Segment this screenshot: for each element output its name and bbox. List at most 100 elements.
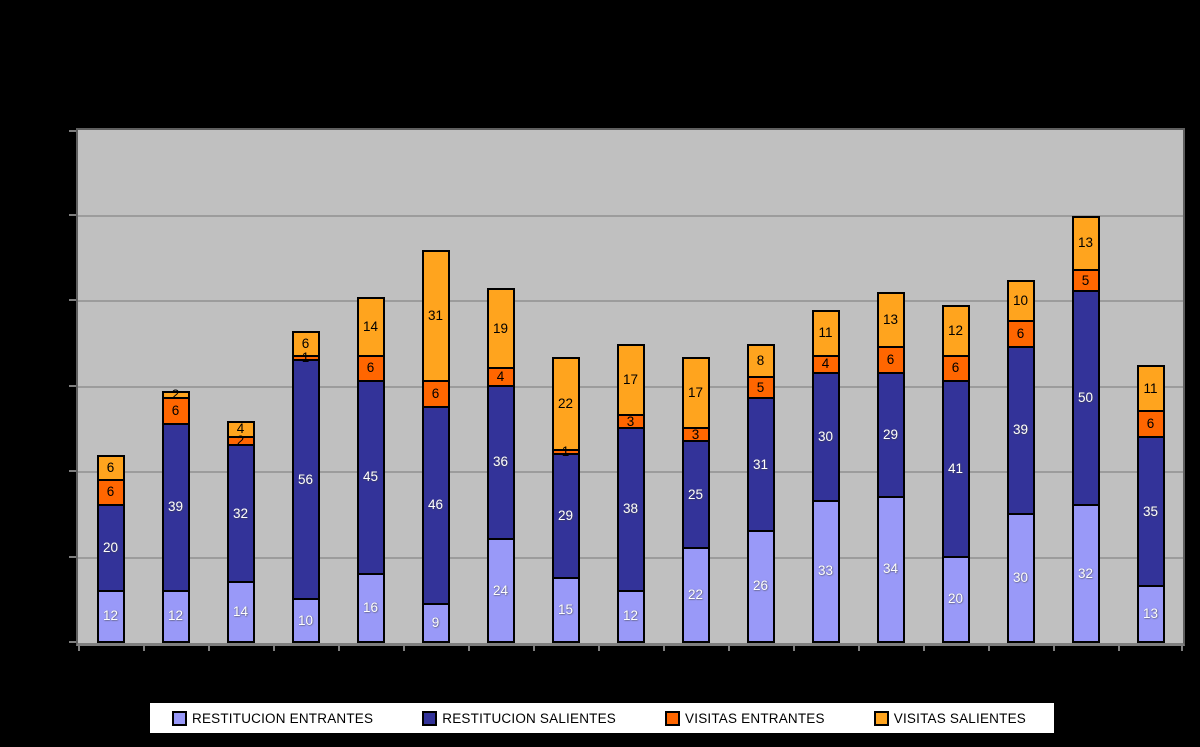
bar-segment: 29 [551,452,580,579]
x-axis-tick [923,646,925,651]
bar-3: 4 2 32 14 [226,420,255,643]
bar-8: 22 1 29 15 [551,356,580,643]
bar-segment: 12 [96,589,125,643]
legend-swatch-visitas-salientes [873,710,889,726]
bar-segment: 20 [941,555,970,643]
bar-segment: 12 [941,305,970,357]
legend-swatch-restitucion-entrantes [172,710,187,726]
bar-14: 12 6 41 20 [941,305,970,643]
bar-segment: 6 [1136,410,1165,438]
bar-segment: 31 [746,397,775,532]
bar-7: 19 4 36 24 [486,288,515,643]
legend-swatch-visitas-entrantes [665,710,681,726]
x-axis-tick [468,646,470,651]
bar-13: 13 6 29 34 [876,292,905,643]
chart-title-area [200,22,1000,82]
bar-12: 11 4 30 33 [811,309,840,643]
bar-10: 17 3 25 22 [681,356,710,643]
x-axis-tick [208,646,210,651]
x-axis-tick [1181,646,1183,651]
bar-segment: 1 [551,445,580,458]
bar-segment: 36 [486,384,515,541]
bar-15: 10 6 39 30 [1006,279,1035,643]
x-axis-tick [1118,646,1120,651]
bar-segment: 13 [1071,215,1100,272]
bar-segment: 16 [356,572,385,643]
bar-segment: 29 [876,371,905,498]
bar-segment: 31 [421,249,450,383]
legend-swatch-restitucion-salientes [422,710,438,726]
gridline-y-100 [78,214,1183,217]
x-axis-tick [728,646,730,651]
bar-segment: 13 [1136,585,1165,643]
legend-label: VISITAS ENTRANTES [685,710,825,726]
bar-segment: 11 [1136,365,1165,413]
chart-legend: RESTITUCION ENTRANTES RESTITUCION SALIEN… [148,701,1056,735]
legend-label: RESTITUCION ENTRANTES [192,710,374,726]
bar-segment: 26 [746,529,775,643]
bar-segment: 22 [551,356,580,451]
bar-segment: 5 [1071,269,1100,293]
y-axis-tick [69,641,76,643]
plot-area: 6 6 20 12 2 6 39 12 4 2 32 14 6 1 56 10 14 6 45 16 31 6 46 9 19 4… [69,128,1185,651]
bar-segment: 34 [876,495,905,643]
bar-2: 2 6 39 12 [161,388,190,643]
legend-label: RESTITUCION SALIENTES [442,710,616,726]
x-axis-tick [858,646,860,651]
x-axis-tick [338,646,340,651]
x-axis-tick [793,646,795,651]
bar-segment: 33 [811,499,840,643]
bar-segment: 45 [356,380,385,575]
bar-segment: 6 [1006,320,1035,349]
bar-segment: 32 [226,444,255,584]
x-axis-tick [273,646,275,651]
bar-segment: 19 [486,288,515,370]
bar-segment: 12 [161,589,190,643]
bar-16: 13 5 50 32 [1071,215,1100,643]
bar-segment: 17 [681,356,710,430]
bar-segment: 46 [421,405,450,605]
bar-segment: 10 [291,598,320,643]
x-axis-tick [1053,646,1055,651]
y-axis-tick [69,470,76,472]
bar-segment: 11 [811,309,840,357]
x-axis-tick [988,646,990,651]
bar-segment: 20 [96,504,125,592]
bar-segment: 8 [746,343,775,378]
bar-segment: 32 [1071,504,1100,643]
x-axis-tick [533,646,535,651]
bar-segment: 13 [876,292,905,349]
bar-segment: 6 [876,346,905,374]
bar-segment: 22 [681,546,710,643]
bar-segment: 39 [161,422,190,592]
bar-4: 6 1 56 10 [291,330,320,643]
x-axis-tick [403,646,405,651]
y-axis-tick [69,555,76,558]
x-axis-tick [663,646,665,651]
bar-segment: 41 [941,380,970,558]
legend-item-visitas-salientes: VISITAS SALIENTES [873,710,1026,726]
bar-segment: 30 [1006,512,1035,643]
bar-segment: 2 [161,388,190,401]
legend-item-restitucion-salientes: RESTITUCION SALIENTES [422,710,616,726]
x-axis-tick [78,646,80,651]
bar-segment: 6 [356,354,385,383]
legend-item-restitucion-entrantes: RESTITUCION ENTRANTES [172,710,374,726]
legend-item-visitas-entrantes: VISITAS ENTRANTES [665,710,825,726]
bar-segment: 39 [1006,346,1035,515]
y-axis-tick [69,130,76,132]
bar-segment: 56 [291,358,320,601]
y-axis-tick [69,213,76,216]
legend-label: VISITAS SALIENTES [893,710,1026,726]
bar-segment: 14 [226,581,255,643]
bar-segment: 15 [551,576,580,643]
x-axis-tick [143,646,145,651]
bar-17: 11 6 35 13 [1136,365,1165,643]
bar-1: 6 6 20 12 [96,454,125,643]
bar-segment: 10 [1006,279,1035,323]
bar-segment: 30 [811,371,840,502]
bar-segment: 3 [681,427,710,443]
gridline-y-80 [78,300,1183,302]
bar-segment: 38 [616,427,645,592]
